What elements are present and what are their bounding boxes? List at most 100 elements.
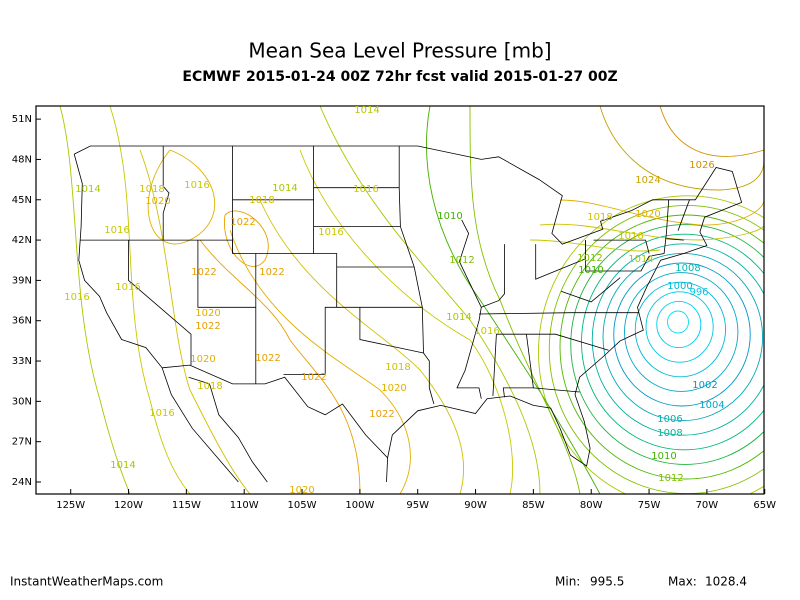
lon-tick-label: 120W [114,500,143,511]
boundary-line [162,364,388,459]
isobar [469,106,581,494]
isobar [199,239,361,494]
boundary-line [283,253,338,375]
contour-label: 1002 [692,380,717,391]
contour-label: 1016 [474,326,499,337]
contour-label: 1022 [259,267,284,278]
contour-label: 1016 [318,227,343,238]
lon-tick-label: 65W [753,500,776,511]
contour-label: 1016 [104,225,129,236]
contour-label: 1018 [249,195,274,206]
boundary-line [666,238,684,241]
isobar [613,262,751,407]
isobar [529,239,661,252]
boundary-line [533,387,580,393]
contour-label: 1018 [139,184,164,195]
contour-label: 1020 [635,209,660,220]
isobar [624,272,739,392]
lat-tick-label: 24N [12,477,32,488]
contour-label: 1014 [75,184,100,195]
contour-label: 1008 [675,263,700,274]
isobar [645,291,714,363]
isobar [656,300,702,349]
lon-tick-label: 125W [56,500,85,511]
isobar [319,106,541,494]
isobar [539,223,764,241]
contour-label: 1018 [587,212,612,223]
contour-label: 1022 [301,372,326,383]
lon-tick-label: 75W [638,500,661,511]
isobar [634,281,727,378]
min-value: 995.5 [590,575,624,589]
isobar [559,214,764,480]
lat-tick-label: 30N [12,396,32,407]
lon-tick-label: 115W [172,500,201,511]
contour-label: 1000 [667,281,692,292]
boundary-line [163,239,233,254]
lat-tick-label: 45N [12,195,32,206]
min-label: Min: [555,575,580,589]
contour-label: 1008 [657,428,682,439]
lon-tick-label: 90W [464,500,487,511]
isobar [139,149,251,494]
isobar [591,243,764,436]
contour-label: 1006 [657,414,682,425]
lon-tick-label: 110W [230,500,259,511]
isobar [538,195,764,494]
title: Mean Sea Level Pressure [mb] [248,39,551,63]
boundary-line [560,277,621,303]
lon-tick-label: 105W [288,500,317,511]
boundary-line [585,199,670,272]
isobar [667,310,689,334]
contour-label: 1020 [381,383,406,394]
contour-label: 1012 [658,473,683,484]
contour-label: 1022 [230,217,255,228]
max-value: 1028.4 [705,575,747,589]
lat-tick-label: 33N [12,356,32,367]
contour-label: 1020 [190,354,215,365]
boundaries [73,145,743,483]
isobar [599,106,764,191]
contour-label: 1014 [446,312,471,323]
boundary-line [478,312,639,315]
contour-label: 1010 [651,451,676,462]
lon-tick-label: 80W [580,500,603,511]
contours [59,106,764,494]
contour-label: 1014 [628,254,653,265]
contour-label: 1014 [354,105,379,116]
contour-label: 1018 [197,381,222,392]
contour-label: 1018 [385,362,410,373]
isobar [224,210,269,267]
contour-label: 1016 [115,282,140,293]
site-credit: InstantWeatherMaps.com [10,575,163,589]
lon-tick-label: 100W [345,500,374,511]
contour-label: 1014 [110,460,135,471]
boundary-line [74,145,743,483]
boundary-line [398,146,435,405]
subtitle: ECMWF 2015-01-24 00Z 72hr fcst valid 201… [182,69,617,85]
boundary-line [232,146,314,201]
isobar [299,149,514,494]
isobar [559,199,764,226]
lat-tick-label: 36N [12,316,32,327]
isobar [259,199,465,494]
boundary-line [502,334,534,398]
lon-tick-label: 70W [696,500,719,511]
contour-label: 1016 [353,184,378,195]
contour-label: 996 [689,287,708,298]
contour-label: 1026 [689,160,714,171]
boundary-line [492,334,497,397]
contour-label: 1016 [184,180,209,191]
contour-label: 1012 [449,255,474,266]
isobar [109,106,191,494]
contour-label: 1012 [577,253,602,264]
lon-tick-label: 85W [522,500,545,511]
boundary-line [677,199,690,231]
lat-tick-label: 48N [12,154,32,165]
isobar [659,106,764,157]
boundary-line [128,240,192,366]
boundary-line [481,244,505,308]
contour-label: 1016 [618,231,643,242]
boundary-line [73,153,239,483]
